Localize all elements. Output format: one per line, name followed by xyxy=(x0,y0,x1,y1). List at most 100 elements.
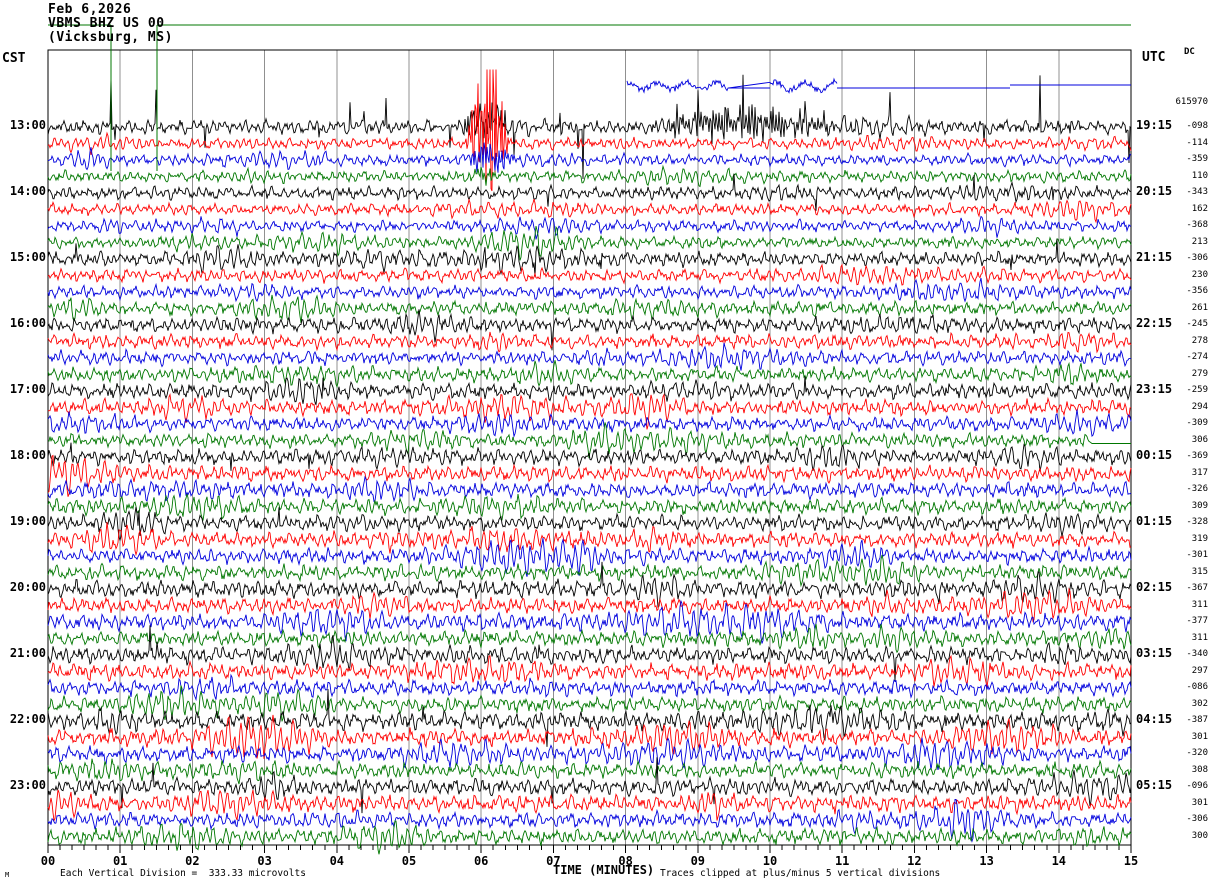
seismo-trace-row-15 xyxy=(47,360,1132,389)
utc-hour-label: 23:15 xyxy=(1136,382,1173,396)
dc-offset-value: -320 xyxy=(1186,748,1208,758)
seismo-trace-row-42 xyxy=(47,798,1132,843)
x-tick-label: 10 xyxy=(762,854,778,868)
x-tick-label: 12 xyxy=(907,854,922,868)
x-tick-label: 07 xyxy=(546,854,561,868)
dc-axis-label: DC xyxy=(1184,47,1195,57)
header-date: Feb 6,2026 xyxy=(48,2,132,17)
seismo-trace-row-11 xyxy=(47,294,1132,323)
seismo-trace-row-5 xyxy=(47,198,1132,224)
utc-hour-label: 03:15 xyxy=(1136,646,1173,660)
dc-offset-value: -340 xyxy=(1186,649,1208,659)
x-tick-label: 04 xyxy=(329,854,345,868)
x-tick-label: 11 xyxy=(834,854,850,868)
seismo-trace-row-7 xyxy=(47,225,1132,261)
partial-blue-trace xyxy=(626,77,838,94)
cst-hour-label: 18:00 xyxy=(9,448,46,462)
dc-offset-value: -245 xyxy=(1186,319,1208,329)
seismo-trace-row-14 xyxy=(47,342,1132,371)
seismo-trace-row-13 xyxy=(47,331,1132,354)
dc-offset-value: -309 xyxy=(1186,418,1208,428)
x-tick-label: 13 xyxy=(979,854,994,868)
utc-hour-label: 00:15 xyxy=(1136,448,1173,462)
x-tick-label: 02 xyxy=(185,854,200,868)
utc-hour-label: 02:15 xyxy=(1136,580,1173,594)
dc-offset-value: 302 xyxy=(1191,698,1208,709)
x-tick-label: 09 xyxy=(690,854,706,868)
dc-offset-value: 261 xyxy=(1191,302,1208,313)
utc-hour-label: 01:15 xyxy=(1136,514,1173,528)
x-tick-label: 08 xyxy=(618,854,633,868)
dc-offset-value: -114 xyxy=(1186,137,1208,148)
cst-hour-label: 17:00 xyxy=(9,382,46,396)
dc-offset-value: -306 xyxy=(1186,814,1208,824)
dc-offset-value: -359 xyxy=(1186,154,1208,164)
seismo-trace-row-30 xyxy=(47,599,1132,644)
x-tick-label: 15 xyxy=(1123,854,1139,868)
x-tick-label: 00 xyxy=(40,854,56,868)
dc-offset-value: 294 xyxy=(1191,401,1208,412)
dc-offset-value: -328 xyxy=(1186,517,1208,527)
dc-offset-value: -377 xyxy=(1186,616,1208,626)
dc-offset-value: -301 xyxy=(1186,550,1208,560)
corner-glyph: M xyxy=(5,871,10,879)
seismo-trace-row-9 xyxy=(47,263,1132,286)
seismo-trace-row-32 xyxy=(47,625,1132,682)
clip-note: Traces clipped at plus/minus 5 vertical … xyxy=(660,868,941,879)
utc-hour-label: 22:15 xyxy=(1136,316,1173,330)
dc-offset-value: -369 xyxy=(1186,451,1208,461)
seismo-trace-row-17 xyxy=(47,392,1132,430)
dc-offset-value: -086 xyxy=(1186,682,1208,692)
plot-border xyxy=(47,49,1132,846)
x-tick-label: 14 xyxy=(1051,854,1067,868)
dc-offset-value: 317 xyxy=(1191,467,1208,478)
dc-offset-value: 297 xyxy=(1191,665,1208,676)
seismo-trace-row-41 xyxy=(47,789,1132,822)
seismo-trace-row-2 xyxy=(47,142,1132,173)
utc-hour-label: 04:15 xyxy=(1136,712,1173,726)
seismo-trace-row-26 xyxy=(47,537,1132,577)
utc-hour-label: 20:15 xyxy=(1136,184,1173,198)
seismo-trace-row-0 xyxy=(47,74,1132,180)
dc-offset-value: -368 xyxy=(1186,220,1208,230)
dc-offset-value: 309 xyxy=(1191,500,1208,511)
cst-hour-label: 15:00 xyxy=(9,250,46,264)
x-tick-label: 06 xyxy=(473,854,489,868)
dc-offset-value: 162 xyxy=(1191,203,1208,214)
header-station: VBMS BHZ US 00 xyxy=(48,16,165,31)
seismo-trace-row-34 xyxy=(47,673,1132,702)
dc-offset-value: 213 xyxy=(1191,236,1208,247)
cst-hour-label: 22:00 xyxy=(9,712,46,726)
dc-offset-value: -274 xyxy=(1186,352,1208,362)
seismo-trace-row-24 xyxy=(47,507,1132,542)
cst-hour-label: 14:00 xyxy=(9,184,46,198)
dc-offset-value: 279 xyxy=(1191,368,1208,379)
seismo-trace-row-25 xyxy=(47,521,1132,557)
seismo-trace-row-43 xyxy=(47,820,1132,855)
seismo-trace-row-6 xyxy=(47,215,1132,240)
x-tick-label: 03 xyxy=(257,854,272,868)
dc-offset-value: -367 xyxy=(1186,583,1208,593)
dc-offset-value: -098 xyxy=(1186,121,1208,131)
seismo-trace-row-16 xyxy=(47,375,1132,405)
dc-offset-value: -356 xyxy=(1186,286,1208,296)
seismo-trace-row-10 xyxy=(47,277,1132,303)
dc-offset-value: -306 xyxy=(1186,253,1208,263)
dc-offset-value: 278 xyxy=(1191,335,1208,346)
cst-hour-label: 13:00 xyxy=(9,118,46,132)
dc-offset-value: 308 xyxy=(1191,764,1208,775)
seismo-trace-row-39 xyxy=(47,758,1132,785)
seismo-trace-row-28 xyxy=(47,561,1132,608)
seismo-trace-row-29 xyxy=(47,587,1132,623)
seismo-trace-row-21 xyxy=(47,454,1132,497)
dc-top-value: 615970 xyxy=(1175,97,1208,107)
dc-offset-value: 301 xyxy=(1191,731,1208,742)
utc-hour-label: 19:15 xyxy=(1136,118,1173,132)
dc-offset-value: 315 xyxy=(1191,566,1208,577)
seismo-trace-row-31 xyxy=(47,623,1132,654)
seismo-trace-row-4 xyxy=(47,173,1132,211)
header-location: (Vicksburg, MS) xyxy=(48,30,173,45)
seismo-trace-row-27 xyxy=(47,554,1132,588)
